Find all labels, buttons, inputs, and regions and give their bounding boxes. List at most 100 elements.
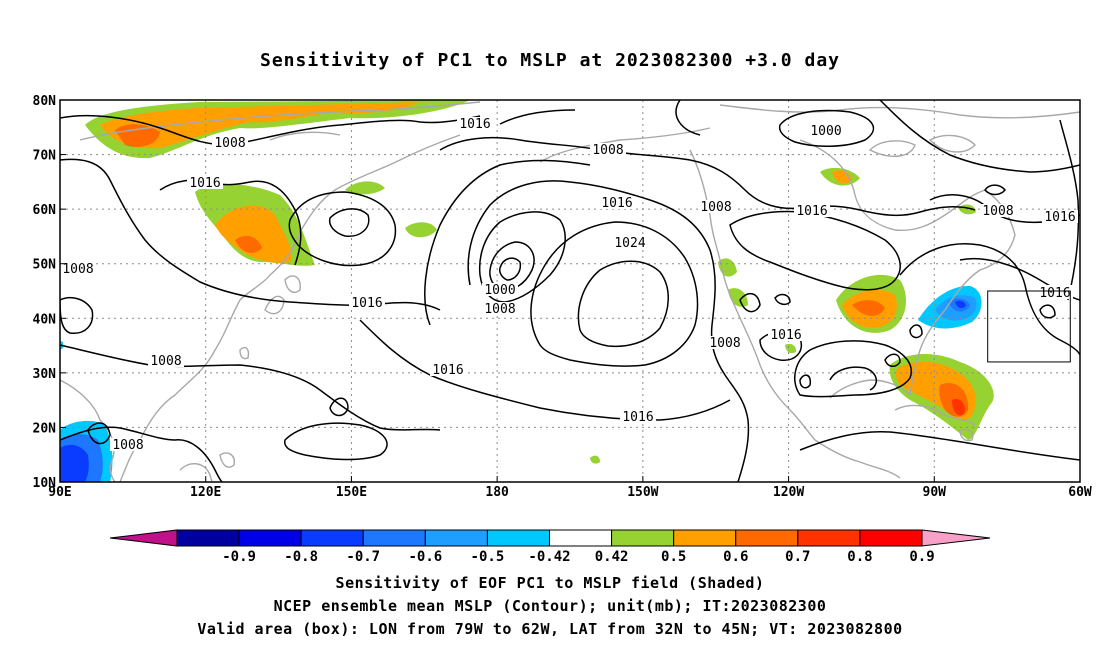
contour-label-bg [980,204,1016,217]
colorbar: -0.9 -0.8 -0.7 -0.6 -0.5 -0.42 0.42 0.5 0.6 0.7 0.… [109,529,991,565]
x-tick-label: 120W [773,485,804,500]
contour-line [799,374,812,389]
contour-label: 1024 [614,236,645,251]
coastline [239,346,250,360]
x-tick-label: 120E [190,485,221,500]
contour-label: 1016 [1039,286,1070,301]
shade-patch [852,300,885,316]
colorbar-swatch [238,529,302,547]
contour-label-bg [457,117,493,130]
contour-line [359,319,731,421]
contour-line [87,422,111,445]
coastline [299,134,461,233]
colorbar-swatch [300,529,364,547]
contour-line [899,243,1080,356]
caption-line-2: NCEP ensemble mean MSLP (Contour); unit(… [273,597,827,615]
shade-patch [100,102,420,149]
x-tick-label: 90W [923,485,947,500]
y-tick-label: 70N [33,149,57,164]
colorbar-swatch [797,529,861,547]
contour-line [284,422,388,461]
contour-label-bg [599,196,635,209]
coastline [539,127,711,163]
contour-label-bg [698,200,734,213]
contour-label: 1016 [459,117,490,132]
colorbar-label: 0.42 [595,549,629,565]
contour-line [424,159,591,326]
contour-label-bg [768,328,804,341]
contour-label: 1008 [592,143,623,158]
y-tick-label: 10N [33,476,57,491]
x-tick-label: 180 [485,485,509,500]
coastlines [60,101,1080,482]
y-tick-label: 20N [33,421,57,436]
colorbar-high-arrow [921,529,991,547]
coastline [264,295,285,315]
coastline [284,275,301,293]
contour-label: 1008 [982,204,1013,219]
shade-patch [115,124,160,147]
contour-line [799,430,1080,461]
contour-label: 1000 [810,124,841,139]
contour-label: 1000 [484,283,515,298]
contour-label: 1008 [700,200,731,215]
contour-line [499,109,576,125]
shade-patch [952,398,965,416]
contour-label-bg [349,296,385,309]
contour-line [329,397,349,417]
x-tick-label: 150W [627,485,658,500]
contour-line [879,100,1080,173]
contour-line [675,100,701,136]
contour-line [60,297,94,334]
colorbar-swatch [673,529,737,547]
contour-line [778,109,875,148]
mslp-contours [60,100,1080,482]
caption-line-3: Valid area (box): LON from 79W to 62W, L… [197,620,903,638]
colorbar-label: 0.6 [723,549,748,565]
contour-line [829,366,877,391]
sensitivity-shading [60,100,994,482]
coastline [219,452,235,468]
contour-label-bg [482,302,518,315]
coastline [119,231,301,482]
contour-label: 1016 [601,196,632,211]
coastline [928,134,976,153]
x-tick-label: 90E [48,485,71,500]
contour-line [1039,304,1056,319]
colorbar-label: 0.8 [847,549,872,565]
shade-patch [590,455,600,464]
coastline [959,428,974,442]
coastline [179,463,213,482]
colorbar-label: -0.7 [346,549,380,565]
shade-patch [235,235,262,253]
y-tick-label: 60N [33,203,57,218]
contour-label: 1008 [112,438,143,453]
contour-label-bg [707,336,743,349]
contour-line [577,260,669,348]
colorbar-label: 0.7 [785,549,810,565]
valid-area-box [987,290,1071,363]
x-tick-label: 60W [1068,485,1092,500]
contour-label-bg [794,204,830,217]
colorbar-label: -0.42 [528,549,570,565]
contour-line [328,208,370,237]
colorbar-label: -0.8 [284,549,318,565]
contour-label-bg [110,438,146,451]
contour-line [60,114,481,146]
colorbar-label: -0.5 [471,549,505,565]
contour-label-bg [187,176,223,189]
colorbar-label: 0.9 [909,549,934,565]
contour-line [60,344,441,431]
contour-label-bg [430,363,466,376]
contour-labels: 1016 1008 1016 1008 1008 1016 1008 1000 1008 1016… [60,117,1078,453]
coastline [814,439,901,479]
contour-label: 1008 [150,354,181,369]
contour-line [739,293,761,313]
contour-label-bg [590,143,626,156]
contour-line [467,180,750,482]
contour-line [288,191,397,267]
shade-patch [955,300,966,309]
y-tick-label: 80N [33,94,57,109]
contour-label-bg [148,354,184,367]
